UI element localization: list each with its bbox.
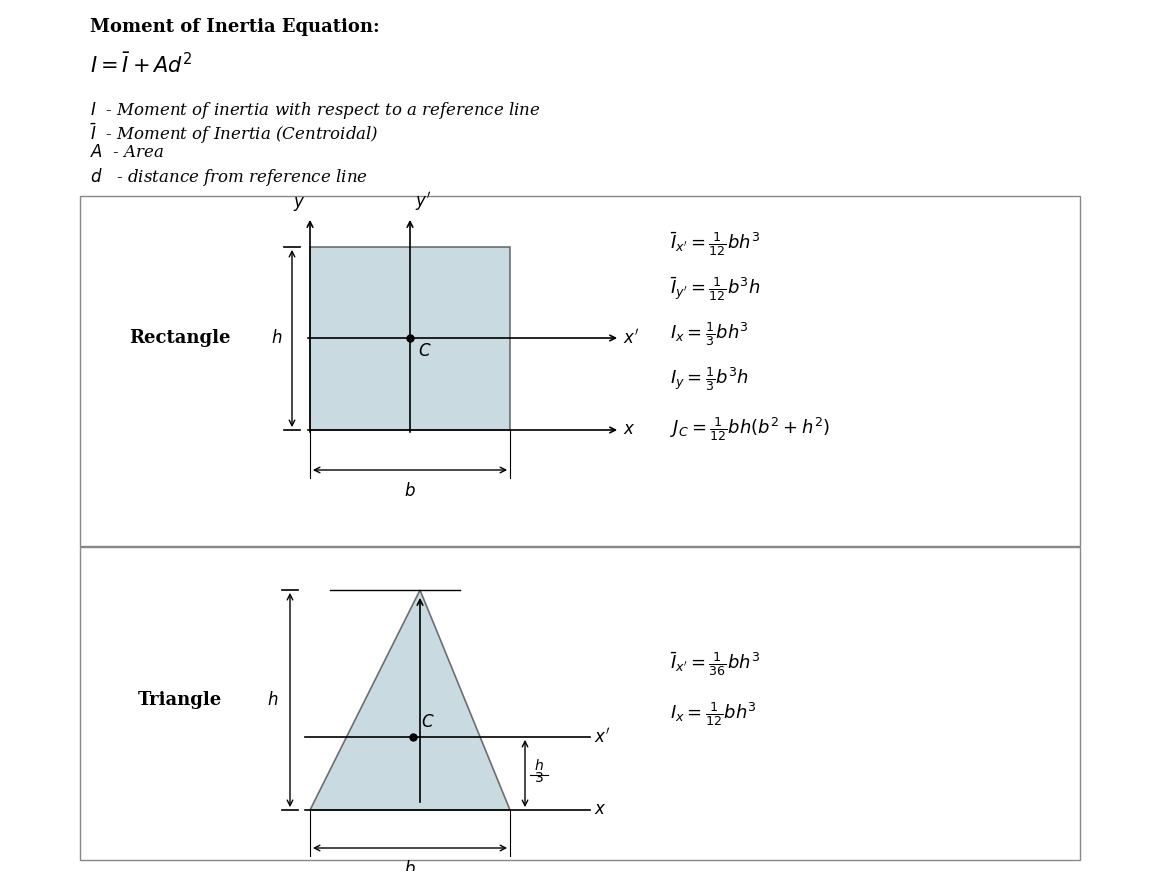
Text: $h$: $h$ bbox=[534, 758, 544, 773]
Text: $\bar{I}_{x'} = \frac{1}{12}bh^3$: $\bar{I}_{x'} = \frac{1}{12}bh^3$ bbox=[670, 230, 760, 258]
Text: $b$: $b$ bbox=[404, 860, 416, 871]
Text: $b$: $b$ bbox=[404, 482, 416, 500]
Text: $J_C = \frac{1}{12}bh(b^2 + h^2)$: $J_C = \frac{1}{12}bh(b^2 + h^2)$ bbox=[670, 415, 830, 442]
Text: $3$: $3$ bbox=[534, 771, 544, 785]
Text: Rectangle: Rectangle bbox=[130, 329, 231, 347]
Text: $I  = \bar{I} + Ad^2$: $I = \bar{I} + Ad^2$ bbox=[90, 52, 193, 77]
Text: Triangle: Triangle bbox=[138, 691, 222, 709]
Text: $I_y = \frac{1}{3}b^3h$: $I_y = \frac{1}{3}b^3h$ bbox=[670, 365, 749, 393]
Text: $C$: $C$ bbox=[420, 714, 434, 731]
Text: $y$: $y$ bbox=[292, 195, 305, 213]
Text: $x'$: $x'$ bbox=[595, 727, 610, 746]
Bar bbox=[310, 247, 510, 430]
Text: $C$: $C$ bbox=[418, 343, 431, 360]
Bar bbox=[79, 196, 1080, 546]
Text: $\bar{I}$  - Moment of Inertia (Centroidal): $\bar{I}$ - Moment of Inertia (Centroida… bbox=[90, 122, 378, 146]
Text: Moment of Inertia Equation:: Moment of Inertia Equation: bbox=[90, 18, 380, 36]
Text: $x$: $x$ bbox=[623, 422, 635, 438]
Text: $h$: $h$ bbox=[271, 329, 281, 347]
Text: $I$  - Moment of inertia with respect to a reference line: $I$ - Moment of inertia with respect to … bbox=[90, 100, 541, 121]
Text: $h$: $h$ bbox=[266, 691, 278, 709]
Text: $A$  - Area: $A$ - Area bbox=[90, 144, 165, 161]
Text: $x$: $x$ bbox=[595, 801, 606, 819]
Text: $\bar{I}_{y'} = \frac{1}{12}b^3h$: $\bar{I}_{y'} = \frac{1}{12}b^3h$ bbox=[670, 275, 760, 303]
Text: $\bar{I}_{x'} = \frac{1}{36}bh^3$: $\bar{I}_{x'} = \frac{1}{36}bh^3$ bbox=[670, 650, 760, 678]
Polygon shape bbox=[310, 590, 510, 810]
Bar bbox=[79, 547, 1080, 860]
Text: $y'$: $y'$ bbox=[415, 190, 431, 213]
Text: $I_x = \frac{1}{3}bh^3$: $I_x = \frac{1}{3}bh^3$ bbox=[670, 320, 749, 348]
Text: $x'$: $x'$ bbox=[623, 328, 639, 348]
Text: $I_x = \frac{1}{12}bh^3$: $I_x = \frac{1}{12}bh^3$ bbox=[670, 700, 757, 728]
Text: $d$   - distance from reference line: $d$ - distance from reference line bbox=[90, 166, 368, 188]
